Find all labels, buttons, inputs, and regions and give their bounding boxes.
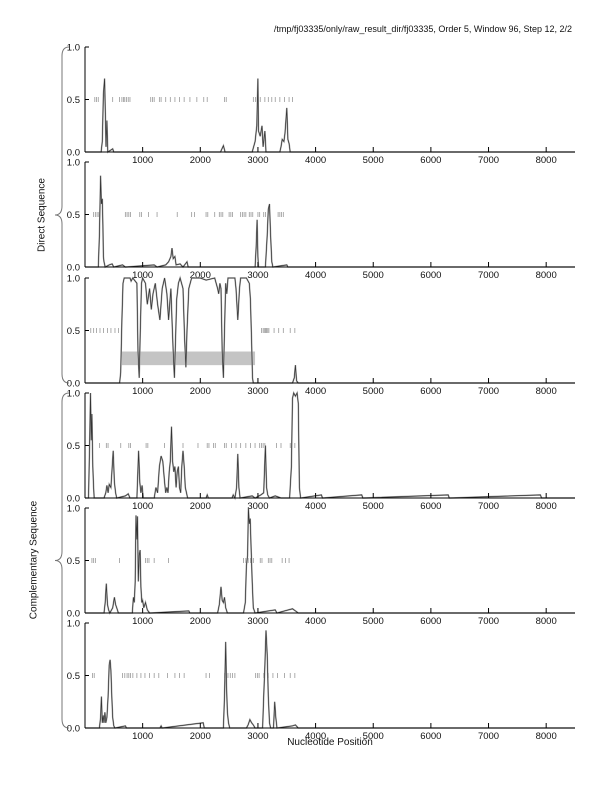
x-tick-label: 6000 — [420, 270, 441, 281]
x-tick-label: 3000 — [247, 270, 268, 281]
x-tick-label: 8000 — [536, 155, 557, 166]
x-tick-label: 7000 — [478, 731, 499, 742]
x-tick-label: 6000 — [420, 731, 441, 742]
x-tick-label: 7000 — [478, 386, 499, 397]
x-axis-label: Nucleotide Position — [287, 737, 373, 748]
x-tick-label: 1000 — [132, 731, 153, 742]
x-tick-label: 5000 — [363, 155, 384, 166]
x-tick-label: 3000 — [247, 386, 268, 397]
x-tick-label: 8000 — [536, 386, 557, 397]
x-tick-label: 5000 — [363, 386, 384, 397]
x-tick-label: 8000 — [536, 616, 557, 627]
y-tick-label: 1.0 — [67, 389, 80, 400]
x-tick-label: 4000 — [305, 386, 326, 397]
y-tick-label: 1.0 — [67, 619, 80, 630]
x-tick-label: 6000 — [420, 386, 441, 397]
x-tick-label: 1000 — [132, 155, 153, 166]
x-tick-label: 7000 — [478, 616, 499, 627]
panel-5-curve-shadow — [85, 507, 575, 615]
panel-1-curve-shadow — [85, 78, 575, 154]
direct-sequence-label: Direct Sequence — [36, 178, 48, 252]
y-tick-label: 0.0 — [67, 263, 80, 274]
x-tick-label: 2000 — [190, 386, 211, 397]
x-tick-label: 3000 — [247, 155, 268, 166]
x-tick-label: 1000 — [132, 501, 153, 512]
x-tick-label: 8000 — [536, 731, 557, 742]
y-tick-label: 0.5 — [67, 556, 80, 567]
y-tick-label: 0.5 — [67, 441, 80, 452]
panel-5-curve — [85, 507, 575, 614]
y-tick-label: 0.0 — [67, 148, 80, 159]
y-tick-label: 0.5 — [67, 210, 80, 221]
y-tick-label: 0.5 — [67, 95, 80, 106]
x-tick-label: 4000 — [305, 501, 326, 512]
x-tick-label: 2000 — [190, 616, 211, 627]
y-tick-label: 1.0 — [67, 504, 80, 515]
y-tick-label: 0.5 — [67, 671, 80, 682]
x-tick-label: 4000 — [305, 270, 326, 281]
x-tick-label: 4000 — [305, 731, 326, 742]
y-tick-label: 1.0 — [67, 274, 80, 285]
x-tick-label: 5000 — [363, 616, 384, 627]
x-tick-label: 8000 — [536, 270, 557, 281]
x-tick-label: 2000 — [190, 731, 211, 742]
x-tick-label: 6000 — [420, 616, 441, 627]
x-tick-label: 4000 — [305, 155, 326, 166]
x-tick-label: 1000 — [132, 616, 153, 627]
x-tick-label: 6000 — [420, 501, 441, 512]
panel-1-curve — [85, 78, 575, 153]
y-tick-label: 0.0 — [67, 609, 80, 620]
x-tick-label: 6000 — [420, 155, 441, 166]
x-tick-label: 7000 — [478, 501, 499, 512]
x-tick-label: 7000 — [478, 270, 499, 281]
y-tick-label: 0.5 — [67, 326, 80, 337]
plot-title: /tmp/fj03335/only/raw_result_dir/fj03335… — [273, 24, 572, 34]
panel-2-curve-shadow — [85, 175, 575, 269]
x-tick-label: 3000 — [247, 501, 268, 512]
y-tick-label: 0.0 — [67, 494, 80, 505]
x-tick-label: 7000 — [478, 155, 499, 166]
x-tick-label: 1000 — [132, 386, 153, 397]
y-tick-label: 0.0 — [67, 379, 80, 390]
y-tick-label: 1.0 — [67, 158, 80, 169]
panel-3-curve — [85, 276, 575, 384]
y-tick-label: 0.0 — [67, 724, 80, 735]
x-tick-label: 8000 — [536, 501, 557, 512]
panel-3-coding-region-box — [121, 351, 256, 366]
y-tick-label: 1.0 — [67, 43, 80, 54]
x-tick-label: 4000 — [305, 616, 326, 627]
x-tick-label: 1000 — [132, 270, 153, 281]
direct-sequence-brace — [54, 46, 70, 384]
x-tick-label: 3000 — [247, 731, 268, 742]
x-tick-label: 5000 — [363, 731, 384, 742]
x-tick-label: 2000 — [190, 155, 211, 166]
panel-3-curve-shadow — [85, 275, 575, 384]
x-tick-label: 3000 — [247, 616, 268, 627]
panel-2-curve — [85, 175, 575, 268]
x-tick-label: 5000 — [363, 270, 384, 281]
complementary-sequence-brace — [54, 392, 70, 729]
x-tick-label: 5000 — [363, 501, 384, 512]
panel-6-curve — [85, 630, 575, 729]
panel-6-curve-shadow — [85, 630, 575, 729]
x-tick-label: 2000 — [190, 501, 211, 512]
complementary-sequence-label: Complementary Sequence — [28, 500, 40, 620]
panel-4-curve — [85, 391, 575, 500]
x-tick-label: 2000 — [190, 270, 211, 281]
